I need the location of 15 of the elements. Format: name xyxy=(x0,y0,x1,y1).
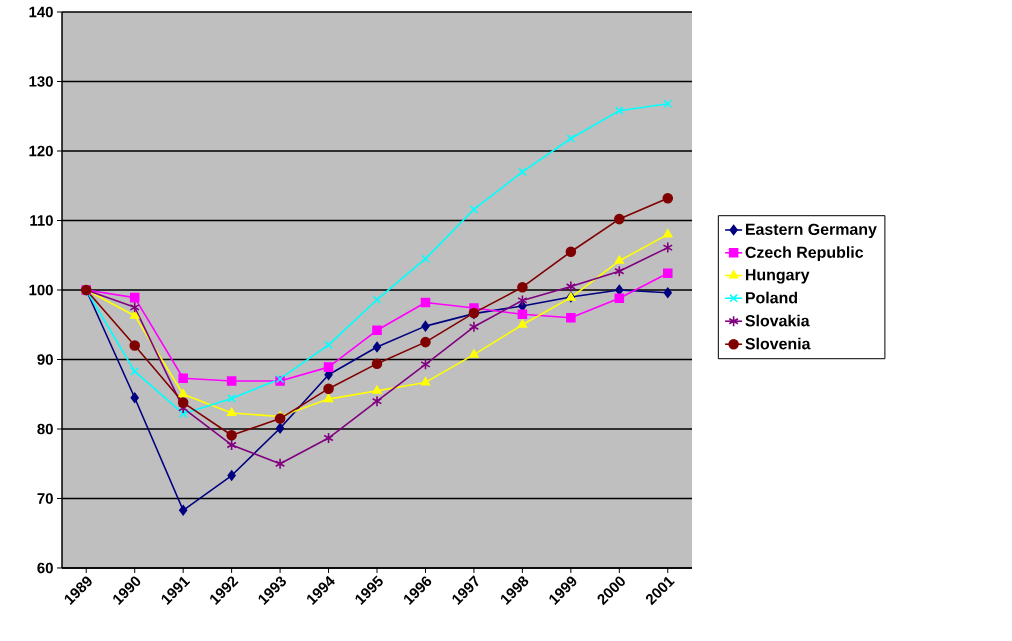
legend-label: Slovakia xyxy=(745,314,810,327)
legend-label: Eastern Germany xyxy=(745,223,877,239)
legend-label: Czech Republic xyxy=(745,246,864,262)
y-tick-label: 120 xyxy=(29,145,53,157)
y-tick-label: 140 xyxy=(29,6,53,18)
y-tick-label: 70 xyxy=(37,493,53,504)
y-tick-label: 60 xyxy=(37,562,53,574)
legend-label: Poland xyxy=(745,291,797,304)
legend-label: Slovenia xyxy=(745,337,811,350)
legend-label: Hungary xyxy=(745,269,810,284)
y-tick-label: 110 xyxy=(30,215,53,226)
y-tick-label: 130 xyxy=(29,76,53,87)
y-tick-label: 100 xyxy=(29,284,53,296)
y-tick-label: 90 xyxy=(37,354,53,365)
y-tick-label: 80 xyxy=(37,423,53,435)
